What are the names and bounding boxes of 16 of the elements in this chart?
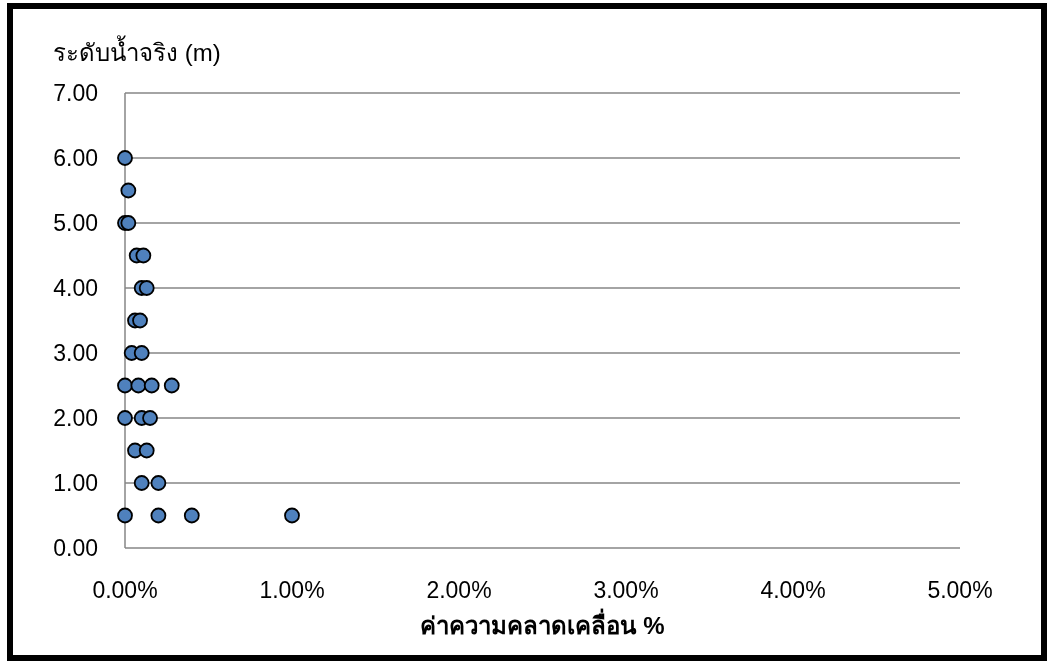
y-tick-label: 5.00: [53, 210, 98, 236]
x-tick-label: 0.00%: [92, 577, 158, 603]
x-tick-label: 2.00%: [426, 577, 492, 603]
x-tick-label: 4.00%: [760, 577, 826, 603]
y-axis-title: ระดับน้ำจริง (m): [53, 35, 221, 66]
y-tick-label: 3.00: [53, 340, 98, 366]
x-axis-title: ค่าความคลาดเคลื่อน %: [420, 608, 665, 639]
x-tick-label: 5.00%: [927, 577, 993, 603]
y-tick-label: 2.00: [53, 405, 98, 431]
y-tick-label: 4.00: [53, 275, 98, 301]
y-tick-label: 0.00: [53, 535, 98, 561]
x-tick-label: 3.00%: [593, 577, 659, 603]
y-tick-label: 6.00: [53, 145, 98, 171]
y-tick-label: 1.00: [53, 470, 98, 496]
x-tick-label: 1.00%: [259, 577, 325, 603]
y-tick-label: 7.00: [53, 80, 98, 106]
